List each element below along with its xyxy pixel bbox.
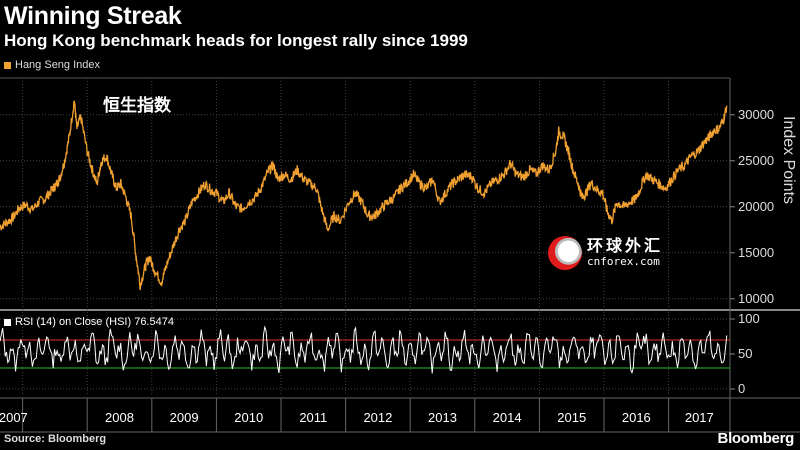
x-tick-label: 2007 <box>0 410 28 425</box>
x-tick-label: 2010 <box>234 410 263 425</box>
main-y-tick-label: 20000 <box>738 199 774 214</box>
x-tick-label: 2013 <box>428 410 457 425</box>
chart-subtitle: Hong Kong benchmark heads for longest ra… <box>4 31 468 50</box>
rsi-y-tick-label: 50 <box>738 346 752 361</box>
chart-title: Winning Streak <box>4 2 182 30</box>
legend: Hang Seng Index <box>4 59 100 71</box>
watermark: 环球外汇 cnforex.com <box>548 236 663 270</box>
main-y-tick-label: 10000 <box>738 291 774 306</box>
x-tick-label: 2008 <box>105 410 134 425</box>
watermark-en-text: cnforex.com <box>587 254 660 268</box>
brand-logo: Bloomberg <box>717 430 795 447</box>
y-axis-label: Index Points <box>780 116 797 204</box>
watermark-logo-icon <box>548 236 582 270</box>
x-tick-label: 2017 <box>685 410 714 425</box>
x-tick-label: 2011 <box>299 410 327 425</box>
main-y-tick-label: 25000 <box>738 153 774 168</box>
x-tick-label: 2016 <box>622 410 651 425</box>
x-tick-label: 2012 <box>363 410 392 425</box>
main-y-tick-label: 15000 <box>738 245 774 260</box>
chart-annotation: 恒生指数 <box>103 96 171 116</box>
legend-swatch <box>4 61 11 69</box>
watermark-cn-text: 环球外汇 <box>587 236 664 256</box>
hsi-series-line <box>0 100 728 291</box>
source-note: Source: Bloomberg <box>4 433 107 445</box>
rsi-legend-swatch <box>4 318 11 326</box>
rsi-legend-label: RSI (14) on Close (HSI) 76.5474 <box>15 316 174 328</box>
rsi-series-line <box>0 325 728 375</box>
main-y-tick-label: 30000 <box>738 107 774 122</box>
x-tick-label: 2015 <box>557 410 586 425</box>
legend-label: Hang Seng Index <box>15 59 101 71</box>
x-tick-label: 2009 <box>170 410 199 425</box>
x-tick-label: 2014 <box>493 410 522 425</box>
rsi-y-tick-label: 100 <box>738 311 760 326</box>
rsi-y-tick-label: 0 <box>738 381 745 396</box>
rsi-legend: RSI (14) on Close (HSI) 76.5474 <box>4 316 174 328</box>
